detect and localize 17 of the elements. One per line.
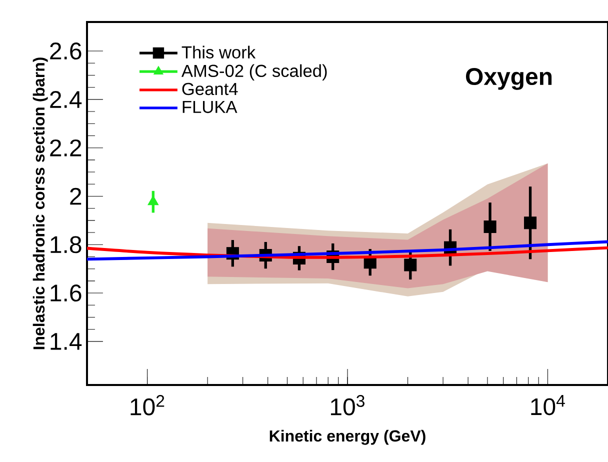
annotation: Oxygen (466, 68, 552, 90)
legend-label: This work (182, 46, 256, 58)
x-axis-title: Kinetic energy (GeV) (270, 430, 426, 445)
y-tick-label: 1.4 (50, 333, 82, 350)
legend-label: FLUKA (182, 100, 238, 114)
x-tick-label: 10$^{2}$ (130, 395, 164, 416)
y-tick-label: 2.4 (50, 91, 82, 108)
y-tick-label: 2.2 (50, 139, 82, 156)
legend-label: AMS-02 (C scaled) (181, 64, 327, 80)
x-tick-label: 10$^{4}$ (531, 395, 565, 416)
y-axis-title: Inelastic hadronic corss section (barn) (32, 58, 48, 350)
y-tick-label: 2 (70, 188, 82, 205)
y-tick-label: 1.8 (50, 236, 82, 254)
y-tick-label: 1.6 (50, 284, 82, 302)
y-tick-label: 2.6 (50, 42, 82, 60)
x-tick-label: 10$^{3}$ (330, 395, 364, 416)
legend-label: Geant4 (182, 82, 238, 96)
